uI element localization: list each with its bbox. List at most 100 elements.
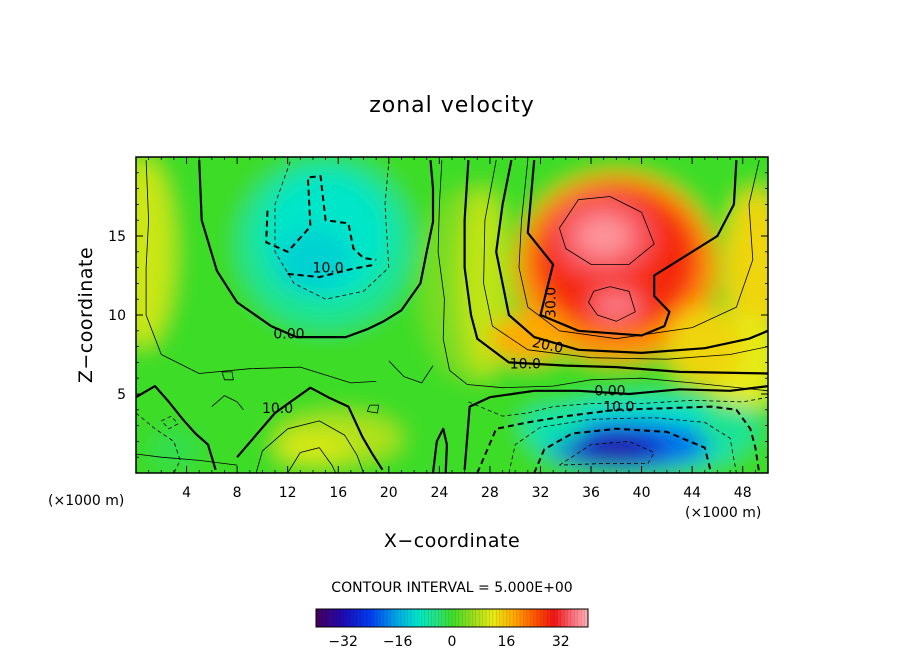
y-tick-label: 5: [117, 387, 126, 403]
colorbar-segment: [424, 609, 429, 627]
colorbar-segment: [526, 609, 531, 627]
contour-line-1: [287, 263, 377, 279]
colorbar-segment: [336, 609, 341, 627]
contour-line-6: [463, 385, 768, 470]
colorbar-segment: [326, 609, 330, 627]
colorbar-tick-label: −16: [383, 634, 413, 650]
colorbar-segment: [428, 609, 432, 627]
contour-line-17: [468, 396, 768, 417]
colorbar-segment: [448, 609, 453, 627]
colorbar-segment: [550, 609, 555, 627]
colorbar: [315, 609, 589, 627]
colorbar-segment: [370, 609, 375, 627]
colorbar-segment: [537, 609, 541, 627]
contour-line-25: [255, 420, 364, 473]
colorbar-segment: [489, 609, 494, 627]
colorbar-segment: [530, 609, 534, 627]
colorbar-segment: [401, 609, 405, 627]
x-tick-label: 24: [430, 485, 448, 501]
colorbar-segment: [472, 609, 477, 627]
contour-line-11: [495, 159, 768, 354]
contour-interval-text: CONTOUR INTERVAL = 5.000E+00: [331, 580, 572, 596]
contour-label-1: 0.00: [273, 327, 304, 343]
colorbar-segment: [404, 609, 409, 627]
colorbar-segment: [322, 609, 327, 627]
colorbar-segment: [377, 609, 381, 627]
contour-line-20: [533, 427, 713, 473]
colorbar-segment: [492, 609, 497, 627]
x-tick-label: 44: [683, 485, 701, 501]
colorbar-segment: [465, 609, 470, 627]
colorbar-segment: [438, 609, 443, 627]
contour-line-16: [559, 196, 655, 265]
field-blob-14: [575, 215, 632, 257]
colorbar-segment: [554, 609, 558, 627]
colorbar-segment: [571, 609, 575, 627]
y-tick-label: 15: [108, 229, 126, 245]
colorbar-segment: [350, 609, 354, 627]
x-tick-label: 36: [582, 485, 600, 501]
field-blob-15: [591, 289, 642, 322]
colorbar-segment: [384, 609, 388, 627]
contour-line-8: [236, 386, 384, 471]
colorbar-segment: [380, 609, 385, 627]
colorbar-segment: [356, 609, 361, 627]
colorbar-segment: [390, 609, 395, 627]
contour-line-22: [136, 412, 181, 473]
chart-title: zonal velocity: [369, 93, 535, 118]
colorbar-segment: [343, 609, 347, 627]
colorbar-segment: [339, 609, 344, 627]
colorbar-segment: [360, 609, 364, 627]
contour-line-9: [431, 427, 448, 473]
contour-line-27: [221, 371, 234, 381]
contour-line-29: [211, 395, 244, 411]
colorbar-segment: [533, 609, 538, 627]
colorbar-segment: [499, 609, 504, 627]
colorbar-segment: [543, 609, 548, 627]
colorbar-segment: [509, 609, 514, 627]
contour-line-21: [559, 440, 655, 466]
contour-line-4: [145, 160, 377, 384]
contour-line-15: [588, 286, 636, 322]
colorbar-tick-label: 16: [497, 634, 515, 650]
colorbar-segment: [407, 609, 412, 627]
colorbar-segment: [506, 609, 511, 627]
contour-line-7: [136, 385, 217, 471]
contour-line-13: [518, 160, 760, 340]
colorbar-ticks: −32 −16 0 16 32: [328, 634, 569, 650]
colorbar-segment: [513, 609, 517, 627]
colorbar-segment: [452, 609, 456, 627]
colorbar-segment: [503, 609, 507, 627]
colorbar-segment: [441, 609, 446, 627]
contour-line-28: [366, 404, 380, 414]
colorbar-segment: [431, 609, 436, 627]
colorbar-segment: [469, 609, 473, 627]
colorbar-segment: [373, 609, 378, 627]
x-tick-label: 32: [532, 485, 550, 501]
contour-label-2: 10.0: [262, 401, 293, 417]
colorbar-segment: [435, 609, 439, 627]
colorbar-segment: [482, 609, 487, 627]
colorbar-segment: [418, 609, 422, 627]
colorbar-segment: [333, 609, 337, 627]
colorbar-segment: [363, 609, 368, 627]
contour-line-26: [287, 447, 337, 473]
field-blob-17: [666, 307, 743, 387]
velocity-color-field: [136, 157, 768, 473]
colorbar-segment: [540, 609, 545, 627]
colorbar-segment: [346, 609, 351, 627]
colorbar-segment: [462, 609, 466, 627]
colorbar-segment: [520, 609, 524, 627]
colorbar-segment: [516, 609, 521, 627]
y-tick-label: 10: [108, 308, 126, 324]
colorbar-segment: [367, 609, 371, 627]
colorbar-segment: [421, 609, 426, 627]
y-axis-label: Z−coordinate: [75, 247, 97, 383]
x-axis-label: X−coordinate: [384, 530, 520, 552]
colorbar-segment: [445, 609, 449, 627]
colorbar-segment: [523, 609, 528, 627]
contour-line-0: [265, 175, 377, 261]
colorbar-segment: [387, 609, 392, 627]
colorbar-segment: [584, 609, 589, 627]
